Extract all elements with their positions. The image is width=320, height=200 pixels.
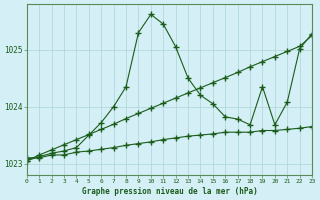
X-axis label: Graphe pression niveau de la mer (hPa): Graphe pression niveau de la mer (hPa)	[82, 187, 257, 196]
